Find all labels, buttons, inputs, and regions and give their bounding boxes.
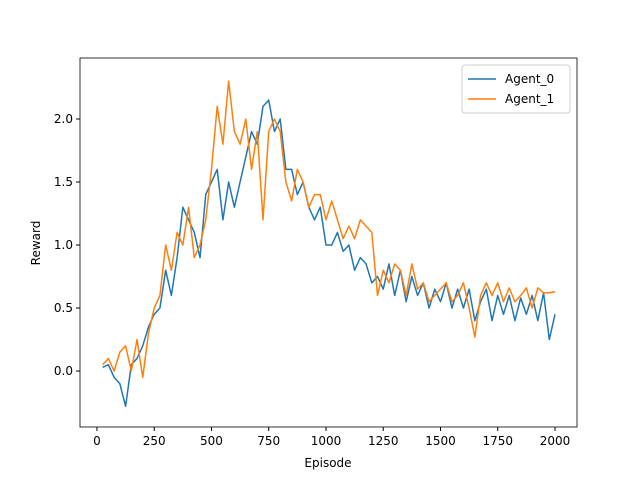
legend-label: Agent_1 — [505, 92, 554, 106]
x-tick-label: 1250 — [368, 434, 399, 448]
y-tick-label: 0.0 — [54, 364, 73, 378]
y-tick-label: 1.5 — [54, 175, 73, 189]
series-line — [102, 80, 556, 379]
legend-label: Agent_0 — [505, 72, 554, 86]
x-axis-label: Episode — [304, 456, 351, 470]
x-tick-label: 2000 — [540, 434, 571, 448]
x-tick-label: 250 — [143, 434, 166, 448]
y-axis-label: Reward — [29, 221, 43, 266]
x-tick-label: 0 — [93, 434, 101, 448]
plot-frame — [79, 57, 578, 428]
x-tick-label: 750 — [257, 434, 280, 448]
series-line — [102, 99, 556, 408]
legend-box — [461, 64, 571, 114]
y-tick-label: 0.5 — [54, 301, 73, 315]
x-tick-label: 1000 — [311, 434, 342, 448]
x-tick-label: 1500 — [425, 434, 456, 448]
x-tick-label: 500 — [200, 434, 223, 448]
y-tick-label: 2.0 — [54, 112, 73, 126]
y-tick-label: 1.0 — [54, 238, 73, 252]
x-tick-label: 1750 — [482, 434, 513, 448]
